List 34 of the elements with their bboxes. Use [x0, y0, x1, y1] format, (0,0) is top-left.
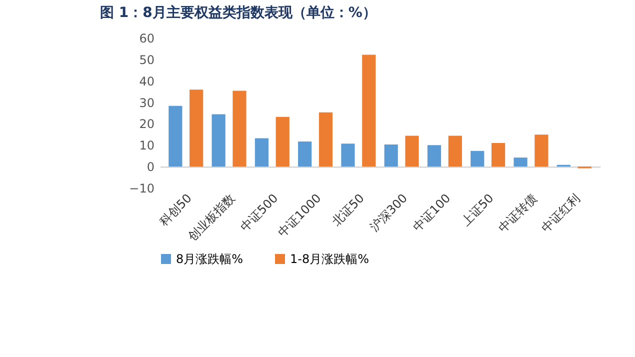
- bar: [534, 134, 548, 167]
- bar: [168, 106, 182, 167]
- y-tick-label: 10: [139, 138, 154, 153]
- chart-title: 图 1：8月主要权益类指数表现（单位：%）: [100, 4, 376, 21]
- bar: [470, 150, 484, 167]
- bar: [514, 158, 528, 167]
- y-tick-label: −10: [129, 182, 154, 196]
- bar: [448, 136, 462, 167]
- x-tick-label: 北证50: [329, 191, 367, 229]
- legend-label: 8月涨跌幅%: [176, 252, 244, 266]
- bar: [405, 136, 419, 167]
- y-tick-label: 20: [139, 117, 154, 132]
- x-tick-label: 科创50: [156, 191, 194, 229]
- bar: [492, 143, 506, 167]
- bar: [362, 54, 376, 167]
- bar: [190, 90, 204, 167]
- bar: [276, 116, 290, 167]
- bar: [341, 144, 355, 167]
- legend-label: 1-8月涨跌幅%: [290, 252, 370, 266]
- bar: [298, 142, 312, 167]
- x-tick-label: 中证转债: [496, 191, 540, 235]
- y-tick-label: 30: [139, 96, 154, 110]
- bar: [254, 138, 268, 167]
- x-tick-label: 中证红利: [538, 191, 583, 235]
- y-tick-label: 0: [146, 160, 154, 174]
- y-tick-label: 60: [139, 32, 154, 46]
- bar: [212, 114, 226, 167]
- bar: [427, 145, 442, 167]
- bar: [318, 112, 333, 167]
- x-tick-label: 上证50: [458, 191, 496, 229]
- bar: [384, 144, 398, 167]
- y-tick-label: 50: [139, 52, 154, 67]
- bar: [232, 90, 246, 167]
- y-tick-label: 40: [139, 74, 154, 88]
